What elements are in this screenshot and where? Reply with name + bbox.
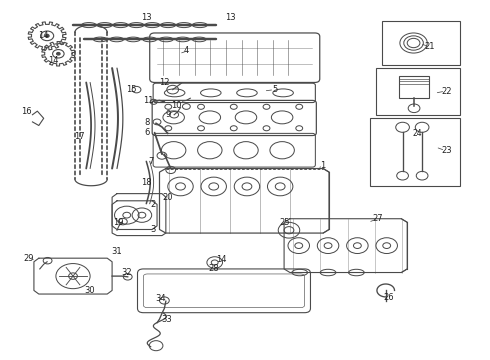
Text: 14: 14 <box>48 57 59 66</box>
Text: 17: 17 <box>74 132 85 141</box>
Text: 7: 7 <box>148 157 154 166</box>
Text: 20: 20 <box>163 193 173 202</box>
Text: 26: 26 <box>384 293 394 302</box>
Text: 15: 15 <box>126 85 137 94</box>
Text: 8: 8 <box>145 118 150 127</box>
Text: 4: 4 <box>184 46 189 55</box>
Text: 14: 14 <box>216 255 227 264</box>
Text: 11: 11 <box>143 96 153 105</box>
Text: 6: 6 <box>145 128 150 137</box>
Text: 9: 9 <box>165 110 171 119</box>
Text: 28: 28 <box>208 265 219 274</box>
Text: 13: 13 <box>225 13 236 22</box>
Text: 19: 19 <box>113 218 123 227</box>
Bar <box>376 68 460 115</box>
Text: 24: 24 <box>412 129 422 138</box>
Text: 25: 25 <box>280 218 290 227</box>
Text: 5: 5 <box>272 85 278 94</box>
Text: 2: 2 <box>150 200 156 209</box>
Text: 21: 21 <box>424 42 435 51</box>
Text: 23: 23 <box>441 146 452 155</box>
Text: 30: 30 <box>84 286 95 295</box>
Circle shape <box>57 53 60 55</box>
Text: 16: 16 <box>21 107 31 116</box>
Text: 18: 18 <box>141 178 151 187</box>
Text: 10: 10 <box>172 101 182 110</box>
Bar <box>399 76 429 98</box>
Text: 33: 33 <box>161 315 172 324</box>
Text: 29: 29 <box>24 254 34 263</box>
Text: 1: 1 <box>320 161 326 170</box>
Bar <box>369 118 460 186</box>
Text: 27: 27 <box>372 214 383 223</box>
Circle shape <box>45 35 49 37</box>
Text: 32: 32 <box>122 268 132 277</box>
Text: 3: 3 <box>150 225 156 234</box>
Text: 22: 22 <box>441 86 452 95</box>
Bar <box>382 22 460 64</box>
Text: 13: 13 <box>141 13 151 22</box>
Text: 14: 14 <box>38 31 49 40</box>
Text: 31: 31 <box>112 247 122 256</box>
Text: 12: 12 <box>159 78 170 87</box>
Text: 34: 34 <box>156 294 166 303</box>
